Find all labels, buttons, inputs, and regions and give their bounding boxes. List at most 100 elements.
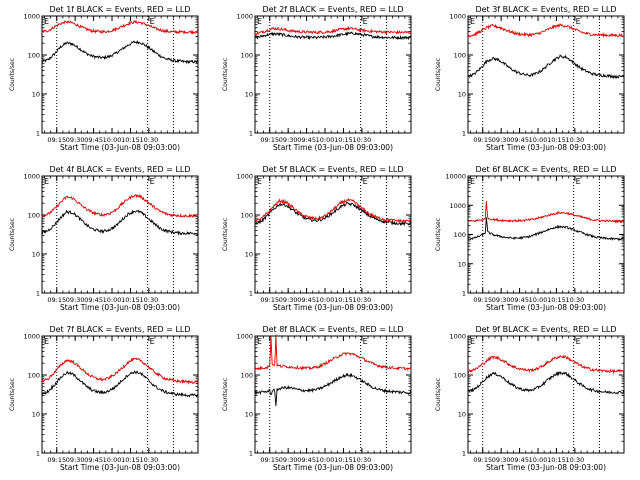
corner-label-left: E — [257, 17, 262, 26]
y-tick-label: 1000 — [23, 333, 40, 341]
y-tick-label: 100 — [454, 52, 466, 60]
corner-label-right: E — [576, 177, 581, 186]
chart-title: Det 4f BLACK = Events, RED = LLD — [49, 165, 190, 174]
y-tick-label: 10 — [458, 411, 466, 419]
x-tick-label: 10:30 — [565, 136, 584, 144]
y-tick-label: 10 — [32, 91, 40, 99]
x-tick-label: 10:15 — [121, 456, 140, 464]
y-tick-label: 1 — [249, 130, 253, 138]
corner-label-right: E — [150, 337, 155, 346]
chart-title: Det 2f BLACK = Events, RED = LLD — [262, 5, 403, 14]
x-tick-label: 10:15 — [334, 456, 353, 464]
x-tick-label: 09:30 — [492, 296, 511, 304]
x-tick-label: 10:00 — [316, 136, 335, 144]
y-tick-label: 100 — [28, 372, 40, 380]
y-tick-label: 1000 — [236, 13, 253, 21]
y-tick-label: 1 — [36, 290, 40, 298]
x-tick-label: 09:45 — [510, 296, 529, 304]
x-tick-label: 09:45 — [84, 296, 103, 304]
y-tick-label: 1 — [462, 450, 466, 458]
series-line-lld — [41, 357, 199, 385]
x-axis-label: Start Time (03-Jun-08 09:03:00) — [486, 463, 606, 472]
x-tick-label: 10:30 — [139, 456, 158, 464]
x-tick-label: 09:30 — [492, 136, 511, 144]
corner-label-right: E — [363, 177, 368, 186]
y-tick-label: 100 — [454, 231, 466, 239]
x-tick-label: 10:30 — [352, 456, 371, 464]
x-tick-label: 09:15 — [473, 296, 492, 304]
chart-title: Det 3f BLACK = Events, RED = LLD — [475, 5, 616, 14]
x-tick-label: 09:15 — [260, 296, 279, 304]
chart-title: Det 9f BLACK = Events, RED = LLD — [475, 325, 616, 334]
y-tick-label: 1 — [36, 130, 40, 138]
y-tick-label: 1 — [462, 290, 466, 298]
y-tick-label: 10 — [32, 251, 40, 259]
x-tick-label: 10:15 — [547, 296, 566, 304]
x-axis-label: Start Time (03-Jun-08 09:03:00) — [273, 143, 393, 152]
series-line-events — [254, 30, 412, 41]
y-tick-label: 1000 — [449, 333, 466, 341]
corner-label-left: E — [257, 337, 262, 346]
y-tick-label: 1000 — [236, 173, 253, 181]
corner-label-left: E — [44, 337, 49, 346]
y-axis-label: Counts/sec — [222, 378, 229, 411]
corner-label-right: E — [363, 17, 368, 26]
y-tick-label: 1000 — [23, 13, 40, 21]
x-axis-label: Start Time (03-Jun-08 09:03:00) — [273, 303, 393, 312]
x-tick-label: 10:00 — [316, 456, 335, 464]
series-line-events — [467, 54, 625, 80]
y-tick-label: 100 — [28, 212, 40, 220]
x-tick-label: 09:15 — [47, 136, 66, 144]
x-tick-label: 09:45 — [297, 296, 316, 304]
corner-label-left: E — [470, 337, 475, 346]
x-tick-label: 10:00 — [529, 136, 548, 144]
x-tick-label: 09:30 — [279, 456, 298, 464]
y-tick-label: 1000 — [449, 13, 466, 21]
corner-label-right: E — [150, 17, 155, 26]
y-tick-label: 10 — [458, 91, 466, 99]
y-tick-label: 100 — [28, 52, 40, 60]
y-tick-label: 100 — [241, 212, 253, 220]
series-line-lld — [254, 25, 412, 36]
x-tick-label: 09:15 — [260, 136, 279, 144]
x-axis-label: Start Time (03-Jun-08 09:03:00) — [486, 303, 606, 312]
x-tick-label: 10:00 — [103, 456, 122, 464]
y-tick-label: 10 — [245, 411, 253, 419]
x-tick-label: 09:45 — [297, 136, 316, 144]
corner-label-right: E — [363, 337, 368, 346]
plot-frame — [254, 15, 412, 134]
x-axis-label: Start Time (03-Jun-08 09:03:00) — [60, 143, 180, 152]
y-tick-label: 1 — [36, 450, 40, 458]
y-axis-label: Counts/sec — [9, 58, 16, 91]
series-line-events — [41, 209, 198, 236]
plot-frame — [467, 335, 625, 454]
x-tick-label: 09:45 — [510, 136, 529, 144]
chart-title: Det 1f BLACK = Events, RED = LLD — [49, 5, 190, 14]
x-tick-label: 09:30 — [492, 456, 511, 464]
series-line-events — [467, 217, 625, 242]
series-line-events — [41, 39, 199, 65]
x-tick-label: 09:15 — [260, 456, 279, 464]
plot-frame — [41, 175, 199, 294]
x-tick-label: 09:45 — [84, 456, 103, 464]
x-tick-label: 10:15 — [121, 296, 140, 304]
corner-label-left: E — [470, 177, 475, 186]
series-line-lld — [254, 197, 412, 224]
corner-label-right: E — [576, 337, 581, 346]
corner-label-right: E — [150, 177, 155, 186]
corner-label-left: E — [470, 17, 475, 26]
plot-frame — [254, 175, 412, 294]
series-line-events — [467, 371, 625, 395]
chart-title: Det 5f BLACK = Events, RED = LLD — [262, 165, 403, 174]
y-axis-label: Counts/sec — [222, 218, 229, 251]
x-tick-label: 10:30 — [352, 296, 371, 304]
x-tick-label: 09:45 — [84, 136, 103, 144]
x-tick-label: 09:15 — [47, 296, 66, 304]
